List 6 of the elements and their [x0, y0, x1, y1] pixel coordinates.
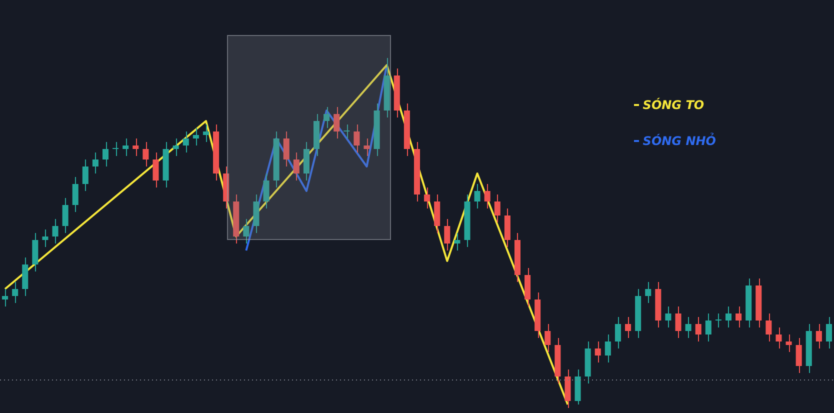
- candlestick: [464, 194, 470, 248]
- candlestick: [152, 152, 159, 188]
- legend-label: SÓNG NHỎ: [642, 134, 716, 148]
- legend-label: SÓNG TO: [642, 98, 704, 112]
- candlestick: [675, 306, 682, 338]
- candlestick: [364, 138, 370, 156]
